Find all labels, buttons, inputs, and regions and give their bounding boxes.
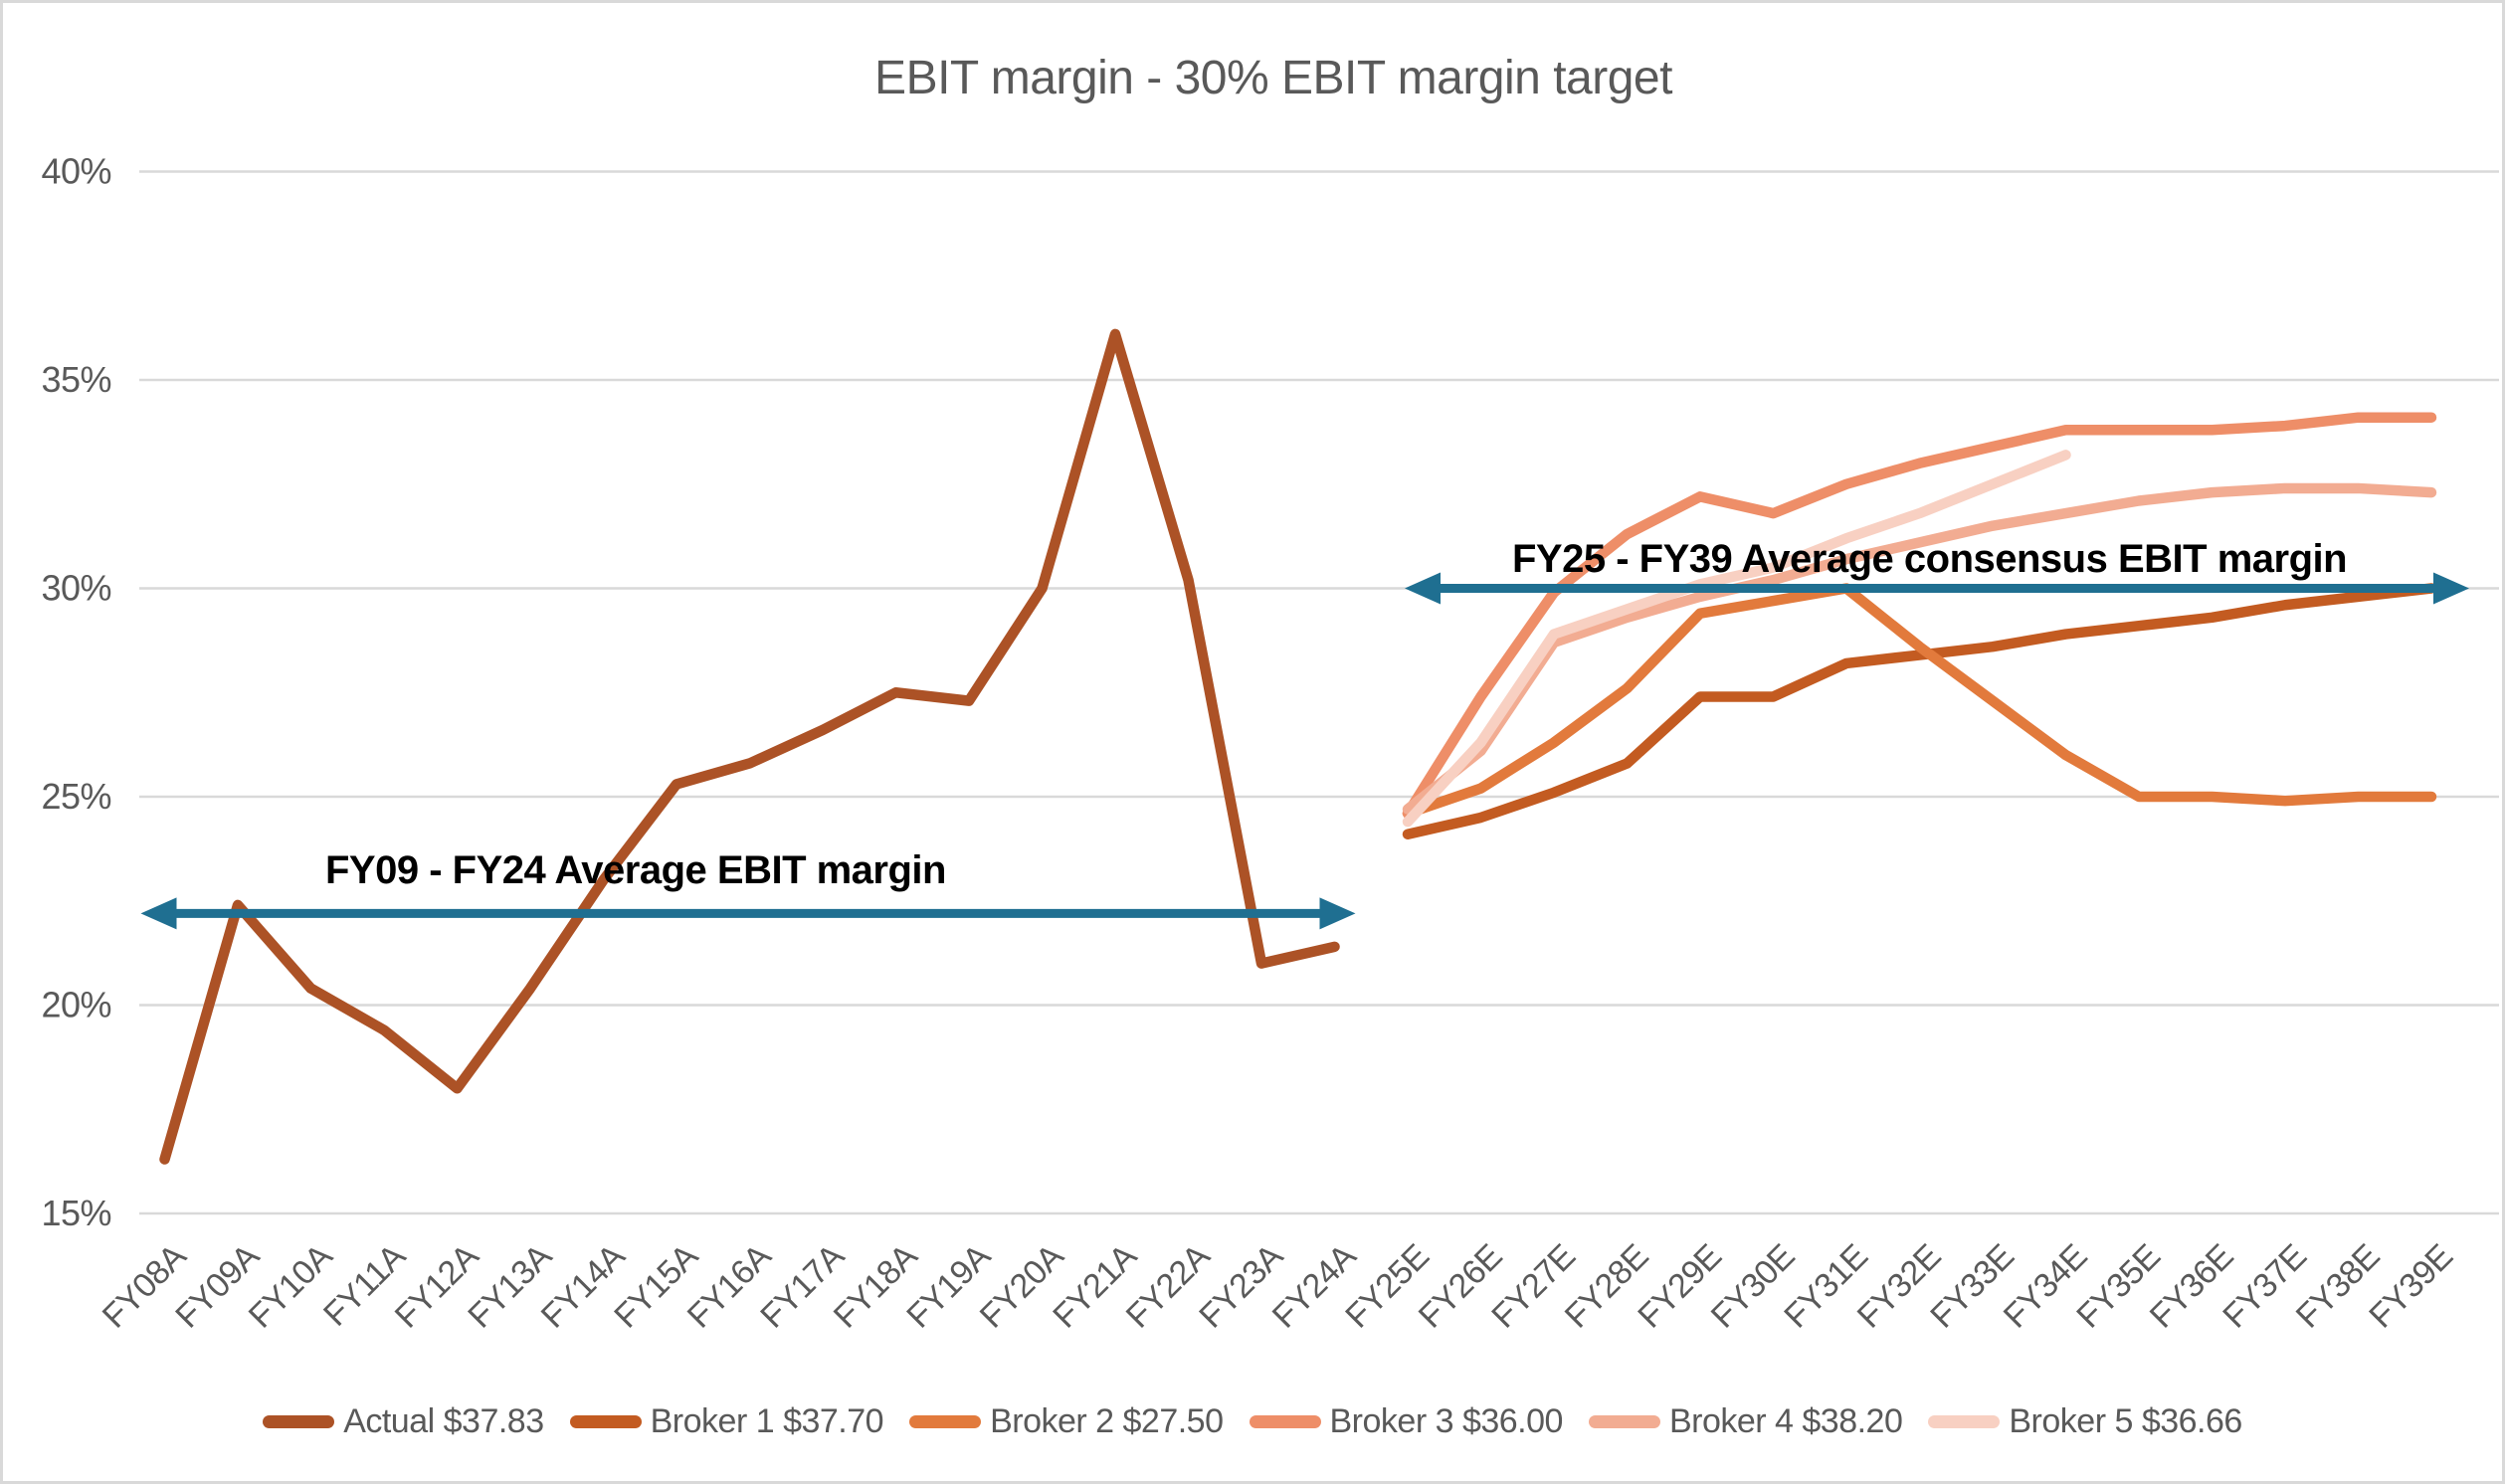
x-tick-label-fy26e: FY26E — [1412, 1237, 1510, 1336]
annotation-fy25-fy39-average: FY25 - FY39 Average consensus EBIT margi… — [1512, 537, 2347, 581]
legend-item-broker-4: Broker 4 $38.20 — [1588, 1401, 1903, 1441]
x-tick-label-fy37e: FY37E — [2216, 1237, 2314, 1336]
fy09-fy24-arrow-left-arrowhead-icon — [140, 897, 177, 930]
x-tick-label-fy39e: FY39E — [2362, 1237, 2460, 1336]
gridlines — [139, 170, 2499, 1215]
x-tick-label-fy33e: FY33E — [1923, 1237, 2022, 1336]
x-tick-label-fy28e: FY28E — [1558, 1237, 1656, 1336]
y-tick-label: 15% — [41, 1193, 111, 1233]
x-tick-label-fy29e: FY29E — [1631, 1237, 1729, 1336]
y-tick-label: 25% — [41, 776, 111, 817]
legend-item-label: Broker 5 $36.66 — [2009, 1401, 2242, 1440]
legend-swatch-icon — [1928, 1414, 2001, 1428]
legend: Actual $37.83 Broker 1 $37.70 Broker 2 $27… — [0, 1391, 2505, 1452]
series-line-broker-4 — [1402, 482, 2437, 815]
y-axis-labels: 40% 35% 30% 25% 20% 15% — [41, 151, 111, 1234]
x-tick-label-fy32e: FY32E — [1850, 1237, 1949, 1336]
series-line-actual — [159, 328, 1340, 1165]
series-lines — [159, 328, 2437, 1165]
x-tick-label-fy36e: FY36E — [2143, 1237, 2241, 1336]
legend-swatch-icon — [1249, 1414, 1321, 1428]
x-axis-labels: FY08AFY09AFY10AFY11AFY12AFY13AFY14AFY15A… — [96, 1236, 2460, 1335]
average-arrows — [140, 572, 2469, 930]
x-tick-label-fy27e: FY27E — [1484, 1237, 1583, 1336]
x-tick-label-fy31e: FY31E — [1777, 1237, 1875, 1336]
legend-item-label: Broker 1 $37.70 — [650, 1401, 884, 1440]
legend-item-broker-2: Broker 2 $27.50 — [909, 1401, 1224, 1441]
y-tick-label: 20% — [41, 985, 111, 1025]
x-tick-label-fy35e: FY35E — [2069, 1237, 2168, 1336]
y-tick-label: 40% — [41, 151, 111, 192]
x-tick-label-fy10a: FY10A — [242, 1236, 340, 1335]
y-tick-label: 35% — [41, 359, 111, 400]
fy25-fy39-arrow-left-arrowhead-icon — [1405, 572, 1441, 605]
series-line-broker-2 — [1402, 583, 2437, 820]
legend-item-actual: Actual $37.83 — [263, 1401, 544, 1441]
x-tick-label-fy25e: FY25E — [1338, 1237, 1437, 1336]
legend-swatch-icon — [263, 1414, 335, 1428]
fy25-fy39-arrow-right-arrowhead-icon — [2433, 572, 2469, 605]
y-tick-label: 30% — [41, 568, 111, 609]
legend-swatch-icon — [1588, 1414, 1660, 1428]
annotation-fy09-fy24-average: FY09 - FY24 Average EBIT margin — [325, 848, 946, 892]
x-tick-label-fy38e: FY38E — [2289, 1237, 2388, 1336]
legend-item-label: Broker 3 $36.00 — [1329, 1401, 1564, 1440]
series-line-broker-1 — [1402, 583, 2437, 839]
legend-item-label: Broker 2 $27.50 — [990, 1401, 1224, 1440]
x-tick-label-fy30e: FY30E — [1704, 1237, 1803, 1336]
series-line-broker-3 — [1402, 412, 2437, 820]
series-line-broker-5 — [1402, 450, 2071, 828]
legend-item-broker-3: Broker 3 $36.00 — [1249, 1401, 1564, 1441]
fy09-fy24-arrow-right-arrowhead-icon — [1319, 897, 1356, 930]
chart-title: EBIT margin - 30% EBIT margin target — [874, 52, 1672, 104]
legend-swatch-icon — [569, 1414, 642, 1428]
x-tick-label-fy34e: FY34E — [1997, 1237, 2095, 1336]
legend-item-broker-5: Broker 5 $36.66 — [1928, 1401, 2242, 1441]
legend-item-label: Broker 4 $38.20 — [1668, 1401, 1903, 1440]
legend-item-broker-1: Broker 1 $37.70 — [569, 1401, 884, 1441]
legend-swatch-icon — [909, 1414, 982, 1428]
legend-item-label: Actual $37.83 — [343, 1401, 544, 1440]
